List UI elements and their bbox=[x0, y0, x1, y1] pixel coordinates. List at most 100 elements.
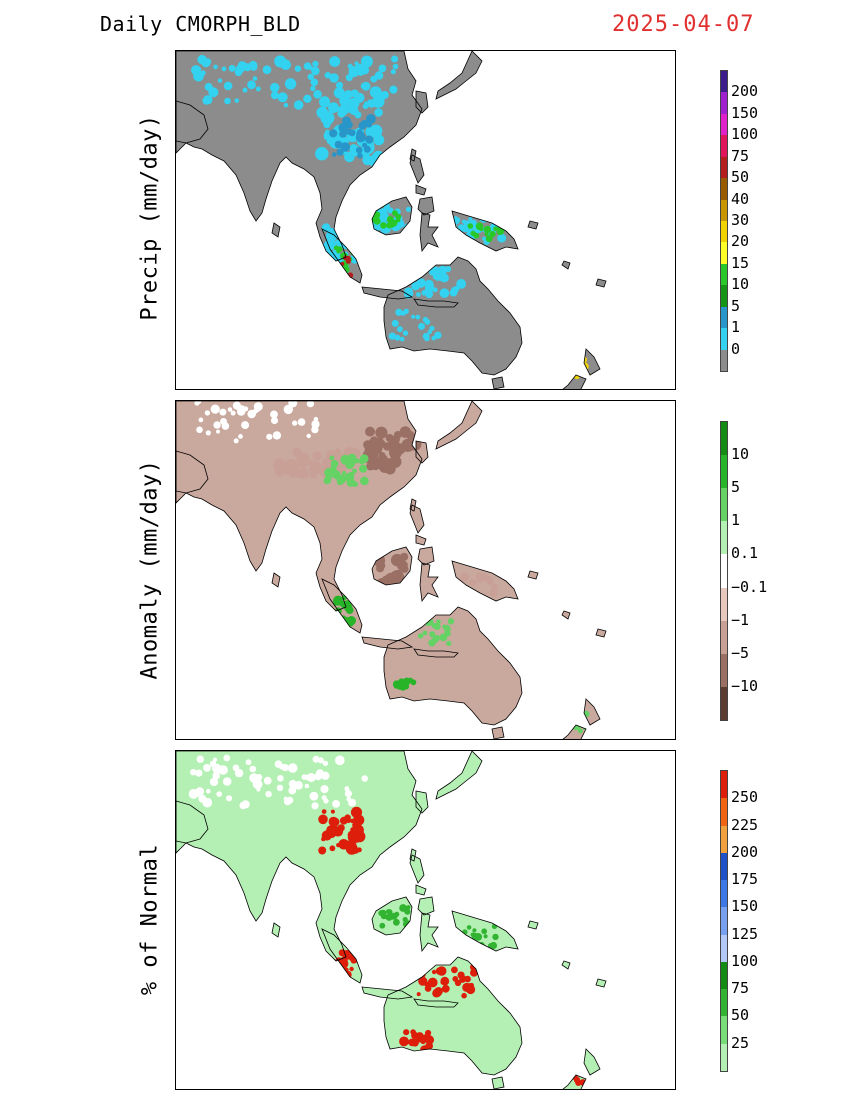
landmass bbox=[416, 791, 428, 813]
precip-cell bbox=[223, 81, 233, 91]
precip-cell bbox=[432, 275, 437, 280]
precip-cell bbox=[227, 407, 233, 412]
colorbar-segment bbox=[721, 113, 727, 136]
precip-cell bbox=[294, 65, 302, 72]
landmass bbox=[418, 897, 434, 915]
landmass bbox=[418, 547, 434, 565]
colorbar-segment bbox=[721, 328, 727, 351]
precip-cell bbox=[318, 814, 328, 825]
precip-cell bbox=[195, 769, 203, 777]
coastline bbox=[383, 606, 523, 726]
precip-cell bbox=[429, 633, 435, 638]
coastline bbox=[321, 228, 363, 284]
precip-cell bbox=[575, 1066, 582, 1073]
precip-cell bbox=[256, 787, 261, 792]
precip-cell bbox=[365, 125, 378, 138]
precip-cell bbox=[364, 101, 369, 106]
precip-cell bbox=[252, 76, 258, 81]
precip-cell bbox=[277, 775, 284, 782]
precip-cell bbox=[338, 123, 348, 133]
coastline bbox=[527, 220, 539, 230]
precip-cell bbox=[336, 248, 341, 254]
precip-cell bbox=[312, 755, 320, 763]
precip-cell bbox=[357, 69, 364, 76]
precip-cell bbox=[470, 932, 476, 938]
precip-cell bbox=[436, 966, 447, 976]
precip-cell bbox=[263, 776, 272, 785]
precip-cell bbox=[329, 266, 339, 275]
precip-cell bbox=[385, 434, 394, 442]
colorbar-segment bbox=[721, 422, 727, 456]
precip-cell bbox=[336, 107, 342, 113]
precip-cell bbox=[388, 332, 396, 340]
precip-cell bbox=[235, 64, 245, 74]
colorbar-label: 150 bbox=[731, 897, 759, 916]
precip-cell bbox=[277, 92, 288, 103]
precip-ylabel: Precip (mm/day) bbox=[137, 114, 163, 321]
precip-cell bbox=[247, 80, 256, 90]
precip-cell bbox=[573, 363, 579, 369]
precip-cell bbox=[395, 308, 403, 316]
landmass bbox=[492, 727, 504, 739]
coastline bbox=[527, 920, 539, 930]
precip-cell bbox=[272, 431, 282, 440]
precip-cell bbox=[469, 982, 474, 988]
precip-cell bbox=[410, 267, 419, 276]
precip-cell bbox=[434, 331, 442, 339]
colorbar-label: 200 bbox=[731, 842, 759, 861]
precip-cell bbox=[446, 234, 452, 241]
landmass bbox=[528, 921, 538, 929]
precip-cell bbox=[411, 282, 420, 291]
precip-cell bbox=[460, 939, 469, 947]
precip-cell bbox=[360, 55, 373, 68]
landmass bbox=[436, 51, 482, 99]
precip-cell bbox=[473, 232, 480, 239]
precip-cell bbox=[315, 147, 329, 161]
coastline bbox=[415, 184, 427, 196]
colorbar-label: 1 bbox=[731, 511, 741, 530]
coastline bbox=[451, 560, 519, 602]
precip-cell bbox=[209, 760, 217, 767]
precip-cell bbox=[350, 806, 363, 818]
precip-cell bbox=[467, 223, 474, 229]
precip-cell bbox=[333, 245, 339, 251]
precip-cell bbox=[483, 934, 488, 939]
precip-cell bbox=[390, 912, 398, 920]
colorbar-segment bbox=[721, 852, 727, 881]
percent-map bbox=[176, 751, 607, 1089]
precip-cell bbox=[276, 784, 284, 791]
precip-cell bbox=[439, 633, 448, 642]
precip-cell bbox=[453, 578, 459, 583]
precip-cell bbox=[367, 228, 378, 239]
landmass bbox=[272, 923, 280, 937]
precip-cell bbox=[196, 426, 203, 434]
precip-cell bbox=[380, 222, 387, 229]
precip-cell bbox=[421, 290, 428, 296]
colorbar-segment bbox=[721, 686, 727, 721]
precip-cell bbox=[366, 114, 376, 124]
precip-cell bbox=[403, 308, 409, 314]
precip-cell bbox=[349, 248, 358, 256]
coastline bbox=[409, 854, 425, 884]
precip-cell bbox=[422, 630, 428, 636]
colorbar-segment bbox=[721, 771, 727, 799]
precip-cell bbox=[411, 314, 416, 319]
precip-cell bbox=[204, 58, 212, 65]
colorbar-segment bbox=[721, 156, 727, 179]
precip-cell bbox=[362, 142, 368, 148]
precip-cell bbox=[234, 768, 244, 778]
precip-cell bbox=[205, 430, 211, 436]
colorbar-segment bbox=[721, 306, 727, 329]
precip-cell bbox=[332, 800, 340, 808]
precip-cell bbox=[462, 941, 467, 946]
precip-cell bbox=[224, 97, 231, 105]
precip-cell bbox=[427, 977, 438, 988]
precip-cell bbox=[424, 279, 434, 289]
coastline bbox=[419, 562, 439, 603]
landmass bbox=[596, 629, 606, 637]
precip-cell bbox=[485, 235, 493, 243]
coastline bbox=[415, 90, 429, 114]
precip-cell bbox=[464, 975, 471, 983]
precip-cell bbox=[422, 266, 427, 272]
precip-cell bbox=[496, 227, 504, 236]
